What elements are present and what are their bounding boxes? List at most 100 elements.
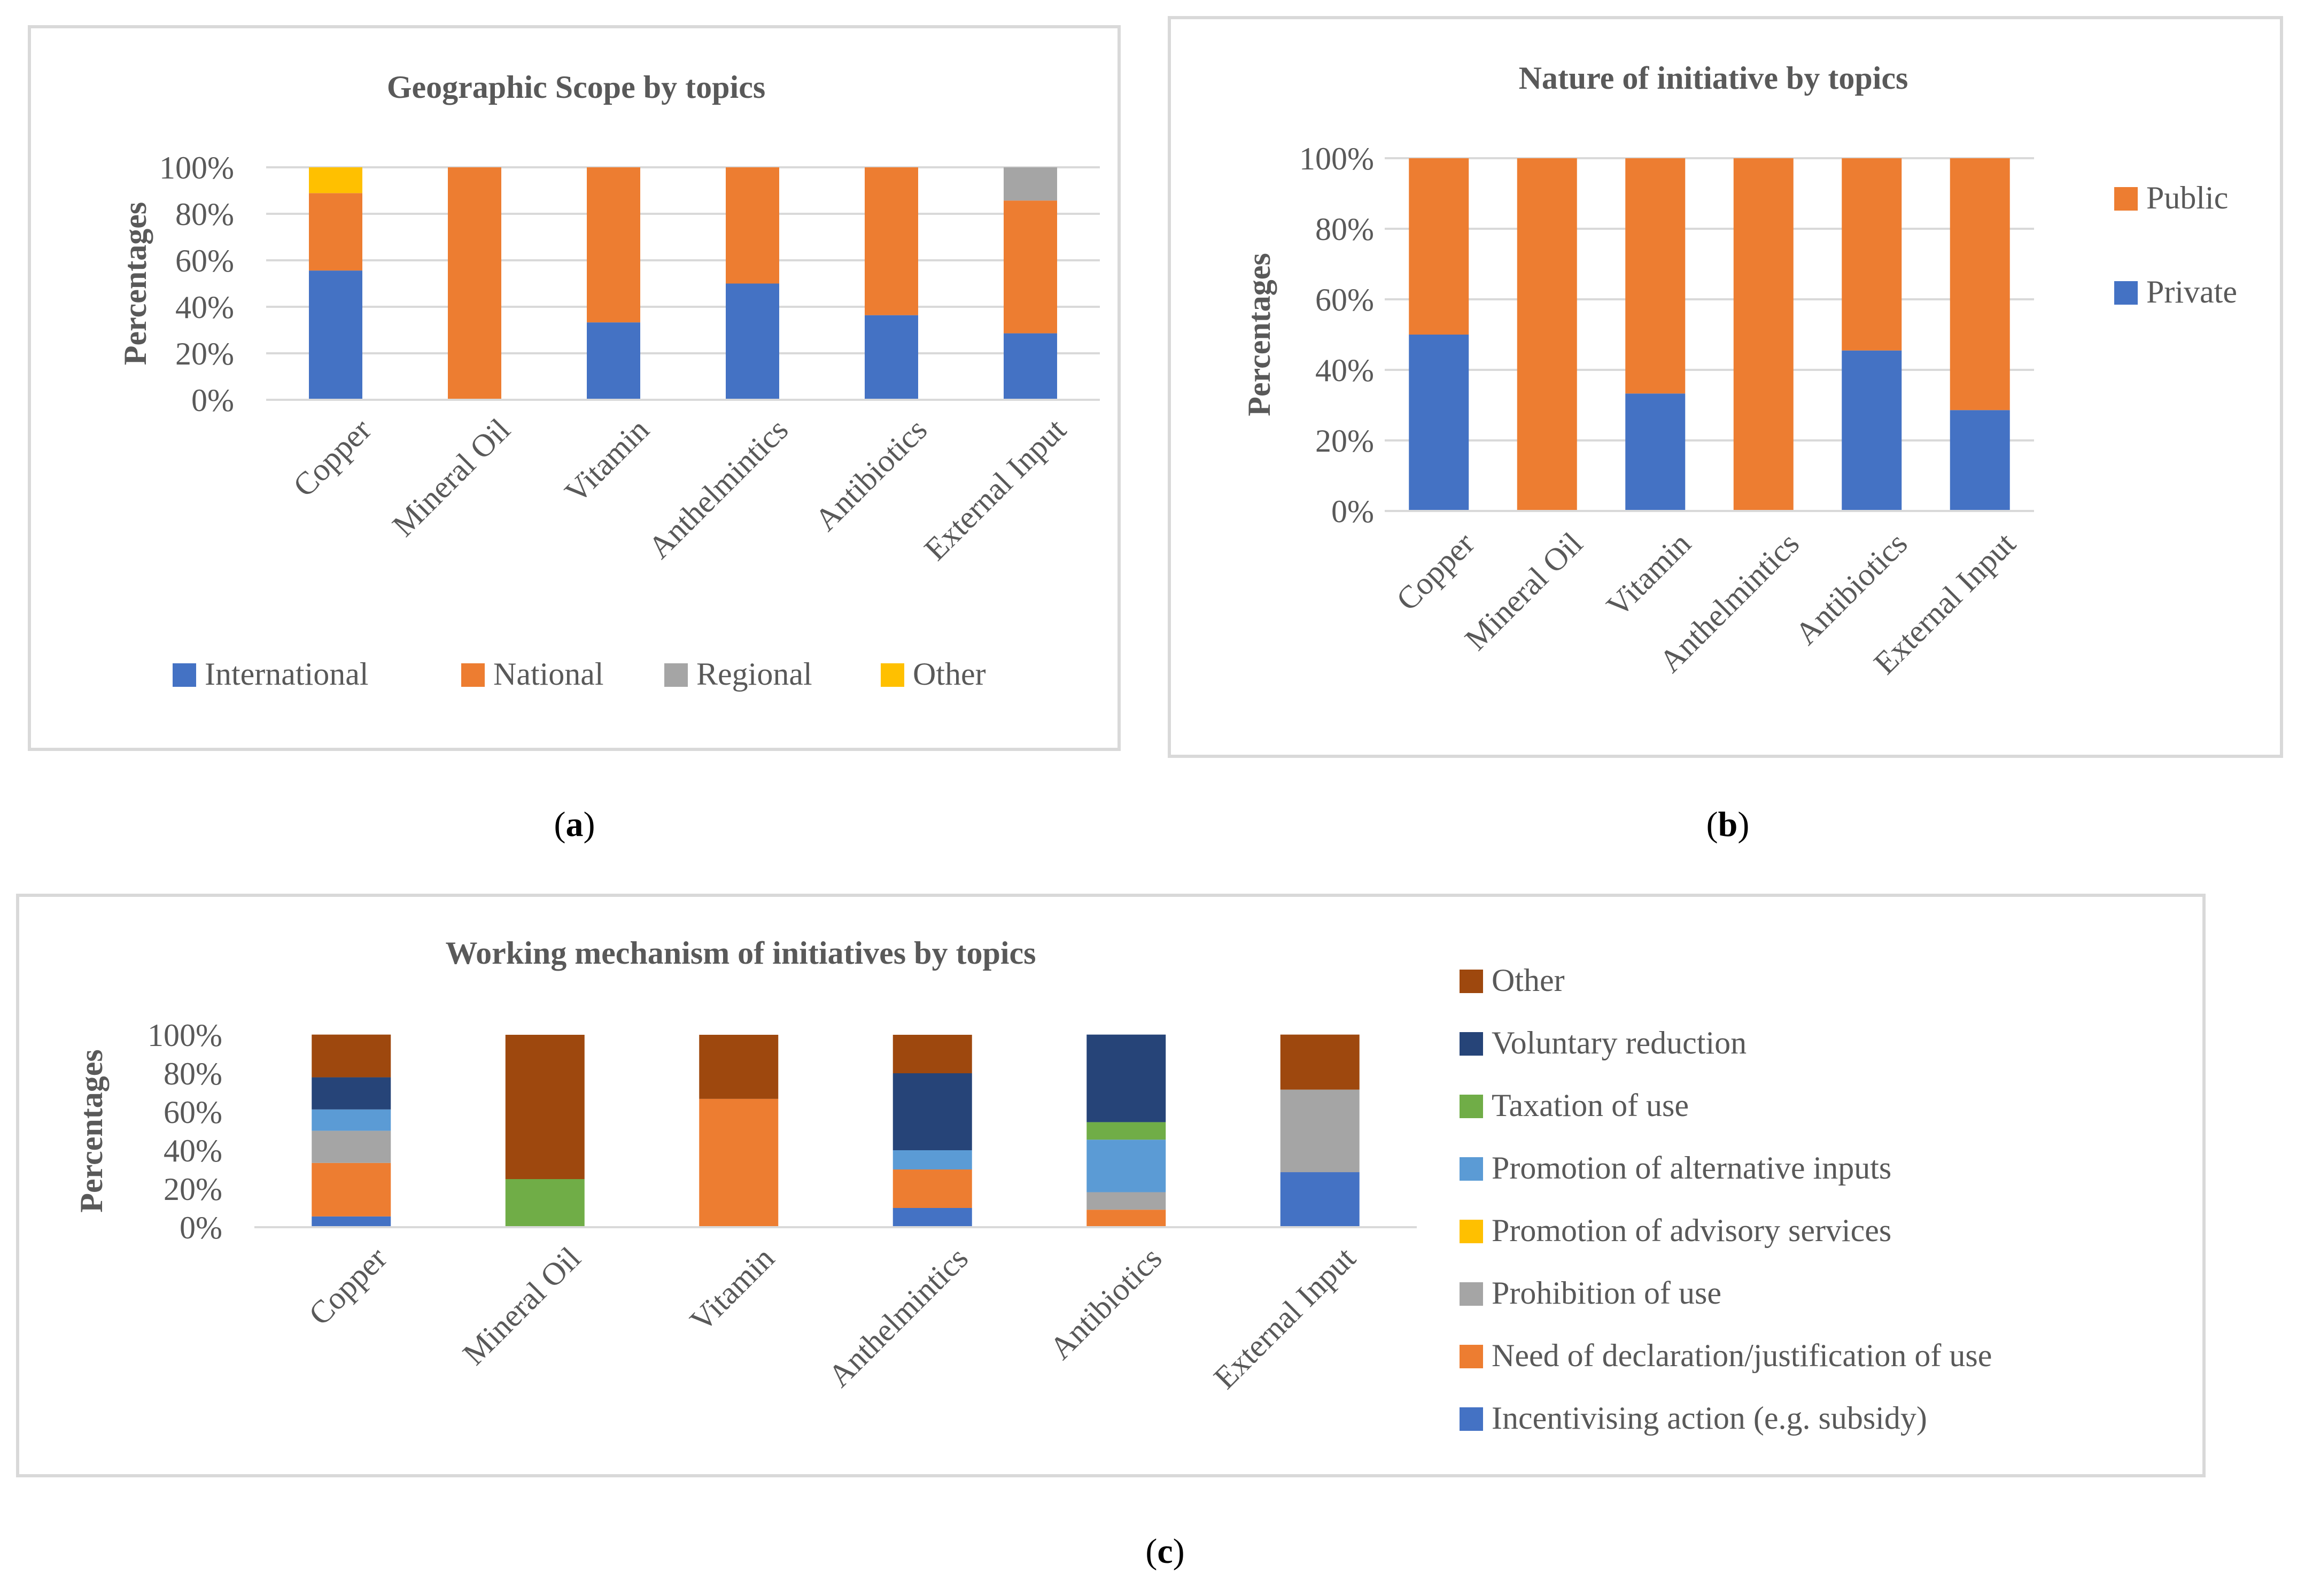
bar-anthelmintics-national [726, 167, 779, 284]
bar-mineral-oil-other [505, 1035, 585, 1179]
legend-label-taxation-of-use: Taxation of use [1492, 1088, 1689, 1123]
chart-title: Nature of initiative by topics [1519, 60, 1908, 96]
bar-external-input-private [1950, 410, 2010, 511]
bar-anthelmintics-public [1733, 158, 1794, 511]
x-tick-label: Anthelmintics [821, 1241, 975, 1394]
chart-title: Working mechanism of initiatives by topi… [445, 935, 1036, 971]
y-tick-label: 0% [191, 383, 234, 418]
y-tick-label: 40% [175, 290, 234, 325]
x-tick-label: External Input [1207, 1240, 1362, 1396]
bar-vitamin-need-of-declaration-justification-of-use [699, 1098, 779, 1227]
legend-label-regional: Regional [696, 656, 812, 692]
legend-label-international: International [205, 656, 369, 692]
bar-vitamin-other [699, 1035, 779, 1099]
bar-antibiotics-voluntary-reduction [1086, 1034, 1166, 1122]
legend-swatch-international [173, 663, 196, 687]
legend-label-promotion-of-alternative-inputs: Promotion of alternative inputs [1492, 1150, 1891, 1186]
bar-antibiotics-prohibition-of-use [1086, 1192, 1166, 1210]
x-tick-label: Copper [1390, 526, 1481, 618]
chart-title: Geographic Scope by topics [387, 69, 765, 105]
bar-anthelmintics-international [726, 283, 779, 400]
y-tick-label: 100% [159, 150, 234, 185]
bar-antibiotics-private [1842, 350, 1902, 511]
working-mechanism-chart: Working mechanism of initiatives by topi… [74, 935, 1992, 1436]
y-tick-label: 40% [1315, 353, 1374, 388]
x-tick-label: External Input [918, 412, 1073, 567]
legend-swatch-other [881, 663, 904, 687]
caption-a: (a) [554, 805, 595, 844]
bar-mineral-oil-taxation-of-use [505, 1179, 585, 1227]
bar-external-input-other [1280, 1034, 1360, 1090]
y-axis-label: Percentages [1241, 253, 1277, 416]
bar-mineral-oil-national [448, 167, 501, 400]
legend-label-public: Public [2146, 180, 2228, 215]
y-axis-label: Percentages [74, 1049, 109, 1212]
y-tick-label: 60% [175, 243, 234, 278]
bar-vitamin-national [587, 167, 640, 323]
bar-copper-other [309, 167, 362, 193]
legend-swatch-national [461, 663, 485, 687]
y-tick-label: 40% [164, 1133, 222, 1168]
bar-external-input-international [1004, 333, 1057, 400]
legend-swatch-public [2114, 187, 2138, 211]
legend-swatch-need-of-declaration-justification-of-use [1460, 1345, 1483, 1368]
y-tick-label: 20% [164, 1172, 222, 1207]
bar-copper-private [1409, 335, 1469, 511]
legend-label-prohibition-of-use: Prohibition of use [1492, 1275, 1721, 1311]
legend-label-other: Other [913, 656, 986, 692]
bar-copper-promotion-of-alternative-inputs [312, 1109, 391, 1131]
bar-external-input-national [1004, 200, 1057, 334]
x-tick-label: Vitamin [558, 412, 656, 510]
nature-of-initiative-chart: Nature of initiative by topics Percentage… [1241, 60, 2237, 681]
x-tick-label: Antibiotics [1043, 1241, 1168, 1366]
bar-copper-other [312, 1034, 391, 1078]
bar-copper-incentivising-action-e-g-subsidy [312, 1216, 391, 1227]
legend-label-national: National [493, 656, 604, 692]
y-tick-label: 100% [1299, 141, 1374, 176]
legend-swatch-taxation-of-use [1460, 1095, 1483, 1118]
bar-copper-voluntary-reduction [312, 1077, 391, 1110]
nature-of-initiative-chart-panel: Nature of initiative by topics Percentage… [1168, 16, 2283, 758]
legend-swatch-prohibition-of-use [1460, 1282, 1483, 1306]
bar-mineral-oil-public [1517, 158, 1577, 511]
bar-vitamin-international [587, 322, 640, 400]
legend-label-incentivising-action-e-g-subsidy: Incentivising action (e.g. subsidy) [1492, 1400, 1927, 1436]
working-mechanism-chart-panel: Working mechanism of initiatives by topi… [16, 894, 2206, 1477]
bar-antibiotics-public [1842, 158, 1902, 351]
geographic-scope-chart: Geographic Scope by topics Percentages 0% 2… [118, 69, 1100, 692]
bar-antibiotics-taxation-of-use [1086, 1122, 1166, 1140]
bar-external-input-incentivising-action-e-g-subsidy [1280, 1172, 1360, 1227]
bar-copper-public [1409, 158, 1469, 335]
bar-copper-international [309, 270, 362, 400]
y-tick-label: 60% [164, 1095, 222, 1130]
bar-anthelmintics-need-of-declaration-justification-of-use [892, 1169, 972, 1208]
y-tick-label: 0% [180, 1210, 222, 1245]
legend-label-need-of-declaration-justification-of-use: Need of declaration/justification of use [1492, 1338, 1992, 1373]
x-tick-label: Copper [302, 1241, 394, 1332]
caption-c: (c) [1145, 1532, 1185, 1571]
legend-swatch-promotion-of-alternative-inputs [1460, 1157, 1483, 1181]
y-tick-label: 80% [175, 197, 234, 232]
y-tick-label: 80% [164, 1056, 222, 1091]
x-tick-label: Vitamin [683, 1241, 781, 1338]
legend-swatch-other [1460, 970, 1483, 993]
y-tick-label: 20% [1315, 423, 1374, 459]
bar-vitamin-private [1625, 393, 1686, 511]
x-tick-label: Anthelmintics [641, 412, 795, 565]
caption-b: (b) [1706, 805, 1750, 844]
x-tick-label: Vitamin [1600, 526, 1697, 624]
y-tick-label: 20% [175, 336, 234, 371]
y-tick-label: 0% [1331, 494, 1374, 529]
x-tick-label: Antibiotics [808, 412, 934, 538]
bar-anthelmintics-promotion-of-alternative-inputs [892, 1150, 972, 1169]
legend-label-voluntary-reduction: Voluntary reduction [1492, 1025, 1747, 1060]
bar-vitamin-public [1625, 158, 1686, 394]
bar-anthelmintics-voluntary-reduction [892, 1073, 972, 1150]
x-tick-label: Mineral Oil [456, 1241, 587, 1372]
legend-swatch-private [2114, 281, 2138, 305]
bar-copper-national [309, 193, 362, 271]
bar-external-input-regional [1004, 167, 1057, 201]
bar-external-input-public [1950, 158, 2010, 410]
legend-swatch-regional [664, 663, 688, 687]
x-tick-label: Copper [286, 412, 378, 504]
